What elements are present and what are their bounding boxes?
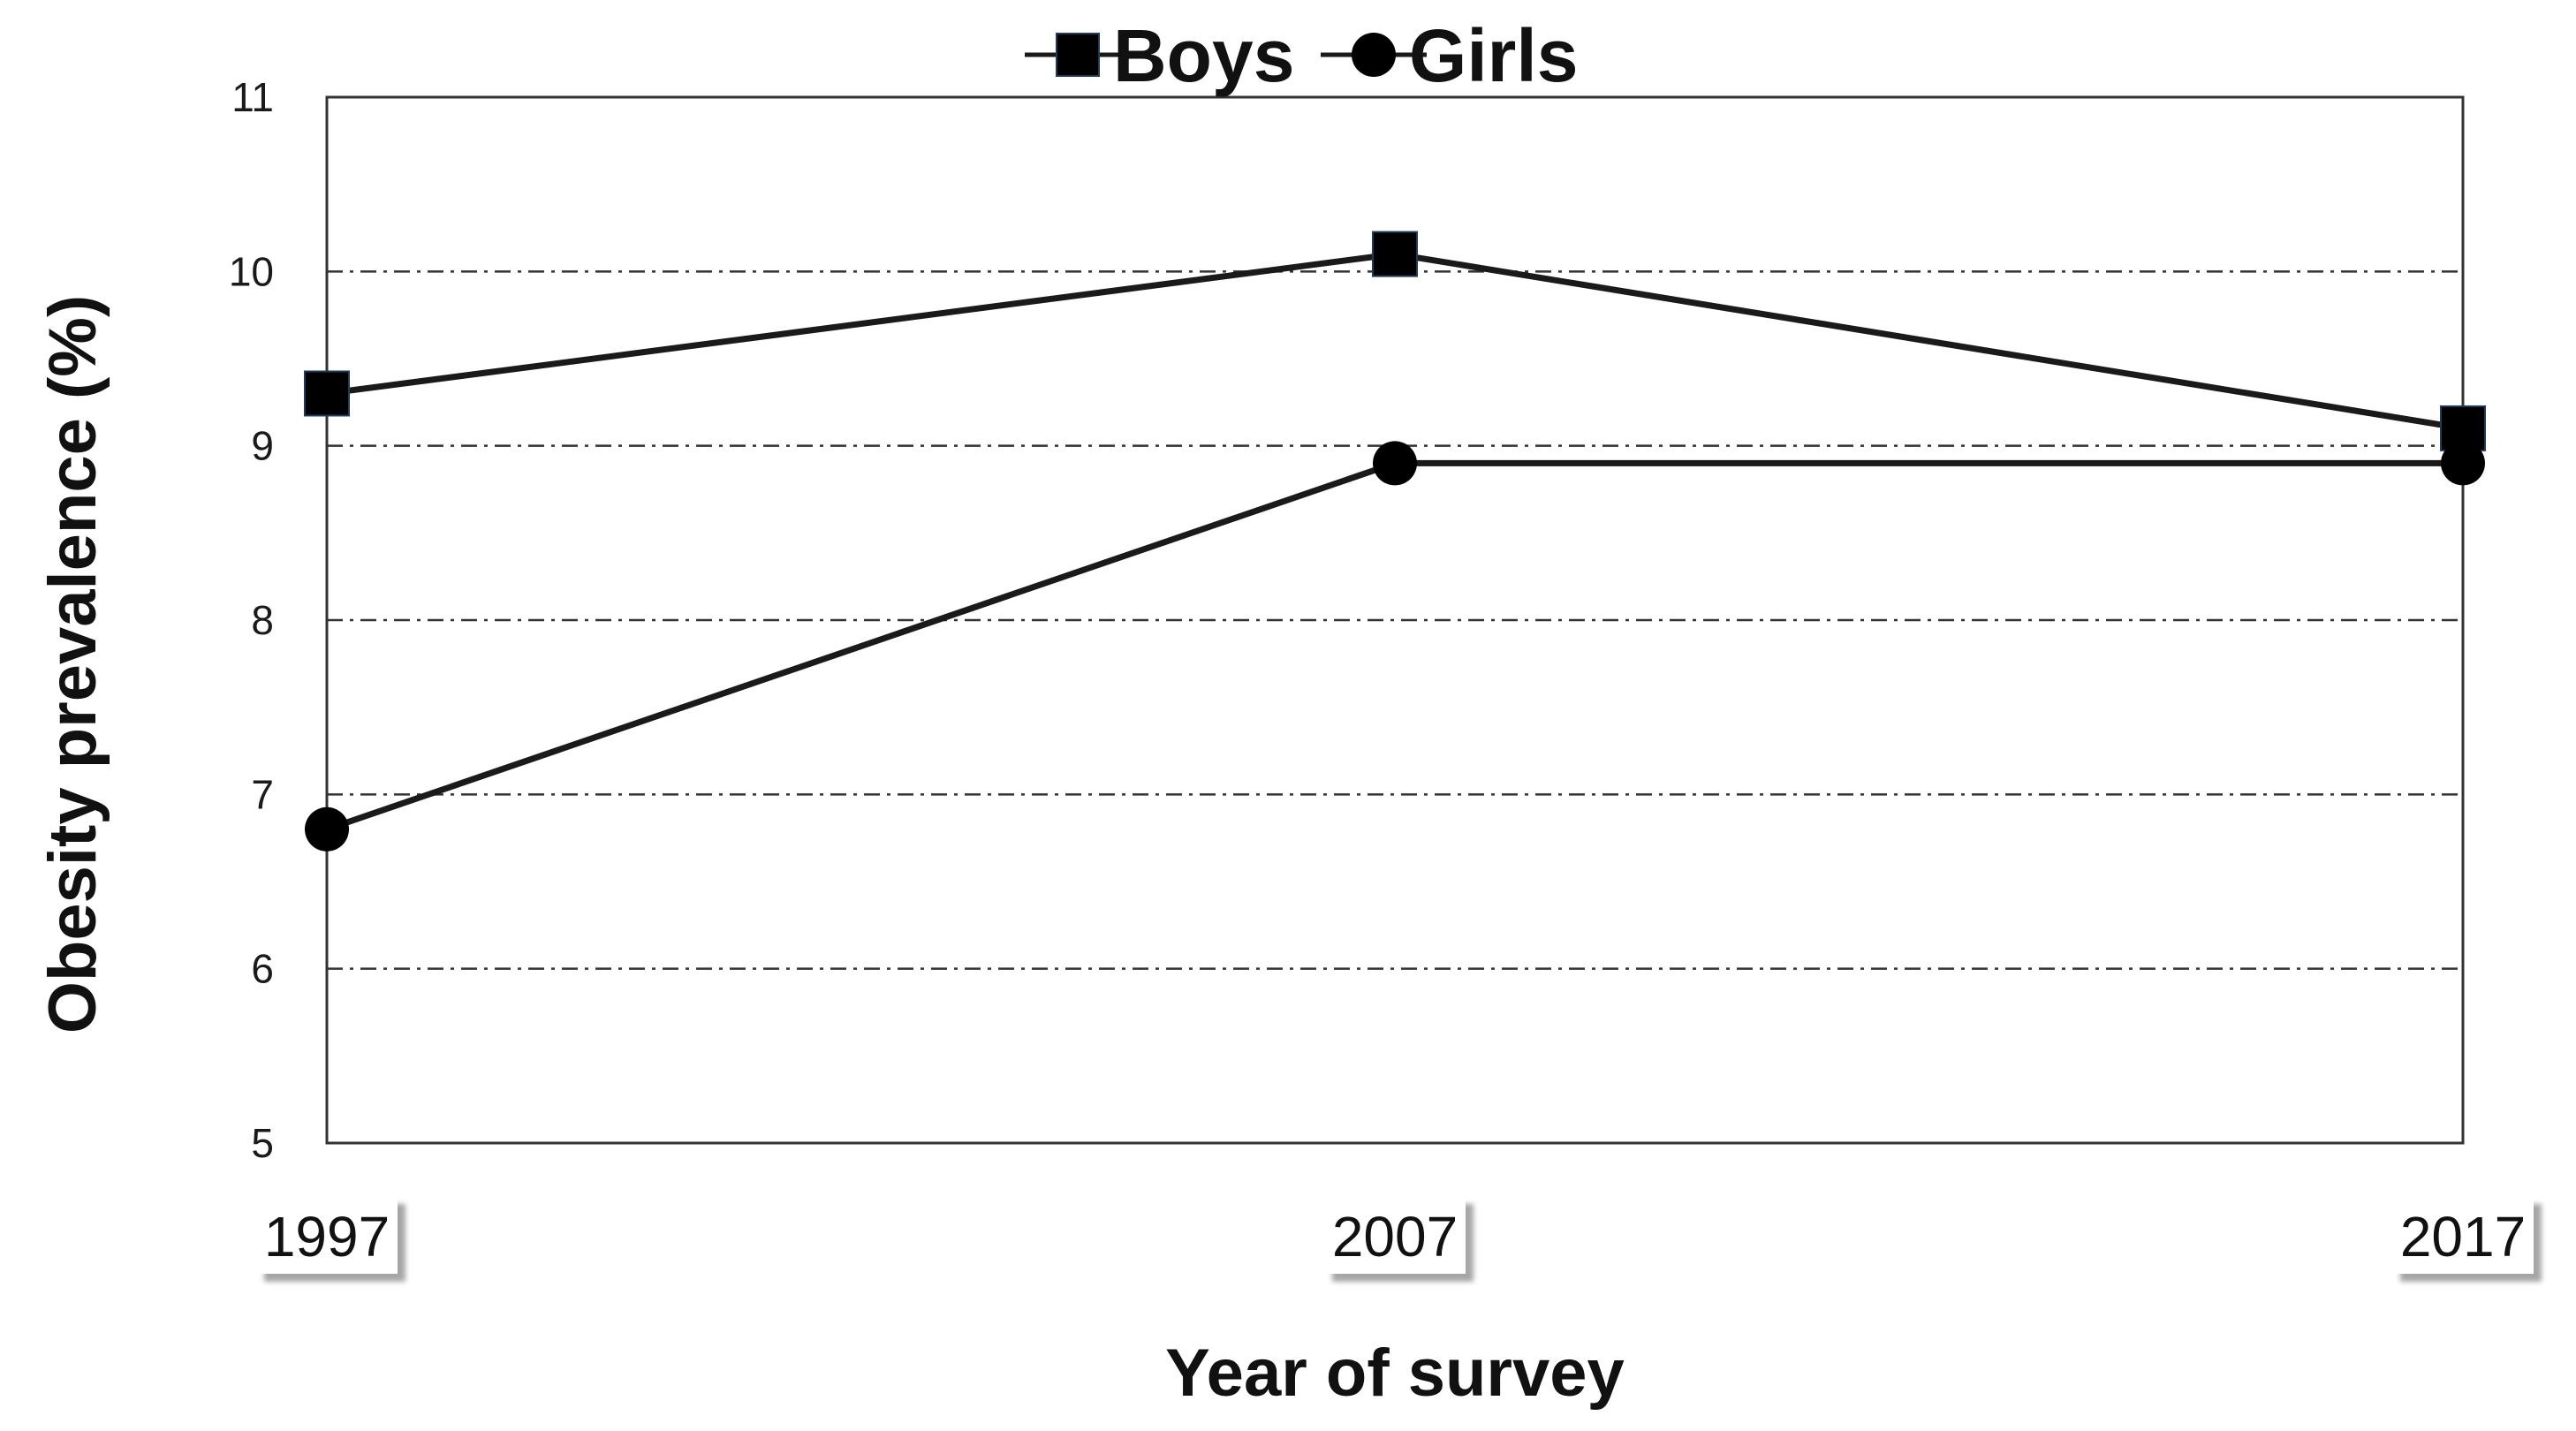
- series-line-boys: [326, 251, 2464, 432]
- series-markers: [304, 231, 2486, 852]
- point-girls-2017: [2441, 441, 2485, 486]
- gridlines: [327, 270, 2463, 970]
- x-axis-title: Year of survey: [1165, 1336, 1625, 1411]
- series-lines: [325, 251, 2464, 833]
- y-tick-label: 9: [251, 423, 274, 469]
- y-axis-title: Obesity prevalence (%): [35, 295, 110, 1034]
- series-line-girls: [325, 459, 2463, 833]
- x-tick-label: 2017: [2400, 1205, 2526, 1268]
- x-tick-1997: 1997: [256, 1196, 398, 1274]
- point-girls-2007: [1373, 441, 1417, 486]
- y-tick-label: 7: [251, 771, 274, 817]
- x-tick-2017: 2017: [2392, 1196, 2534, 1274]
- point-boys-1997: [304, 370, 350, 417]
- legend-marker-circle: [1352, 33, 1396, 77]
- y-tick-label: 6: [251, 946, 274, 992]
- x-tick-box: [2392, 1196, 2534, 1274]
- legend-item-boys: Boys: [1025, 14, 1294, 97]
- x-tick-2007: 2007: [1324, 1196, 1466, 1274]
- y-tick-label: 5: [251, 1120, 274, 1166]
- y-tick-label: 8: [251, 597, 274, 643]
- y-tick-label: 10: [229, 248, 274, 294]
- x-tick-label: 1997: [264, 1205, 390, 1268]
- point-girls-1997: [305, 806, 349, 852]
- plot-area-frame: [325, 95, 2465, 1145]
- legend-label-girls: Girls: [1409, 14, 1578, 97]
- legend-item-girls: Girls: [1321, 14, 1578, 97]
- legend-label-boys: Boys: [1113, 14, 1294, 97]
- point-boys-2007: [1372, 231, 1418, 277]
- x-tick-label: 2007: [1332, 1205, 1458, 1268]
- x-tick-box: [256, 1196, 398, 1274]
- y-tick-label: 11: [231, 74, 274, 120]
- legend-marker-square: [1056, 33, 1100, 77]
- legend: Boys Girls: [1025, 14, 1578, 97]
- x-tick-box: [1324, 1196, 1466, 1274]
- y-axis-ticks: 5 6 7 8 9 10 11: [229, 74, 274, 1166]
- x-axis-ticks: 1997 2007 2017: [256, 1196, 2534, 1274]
